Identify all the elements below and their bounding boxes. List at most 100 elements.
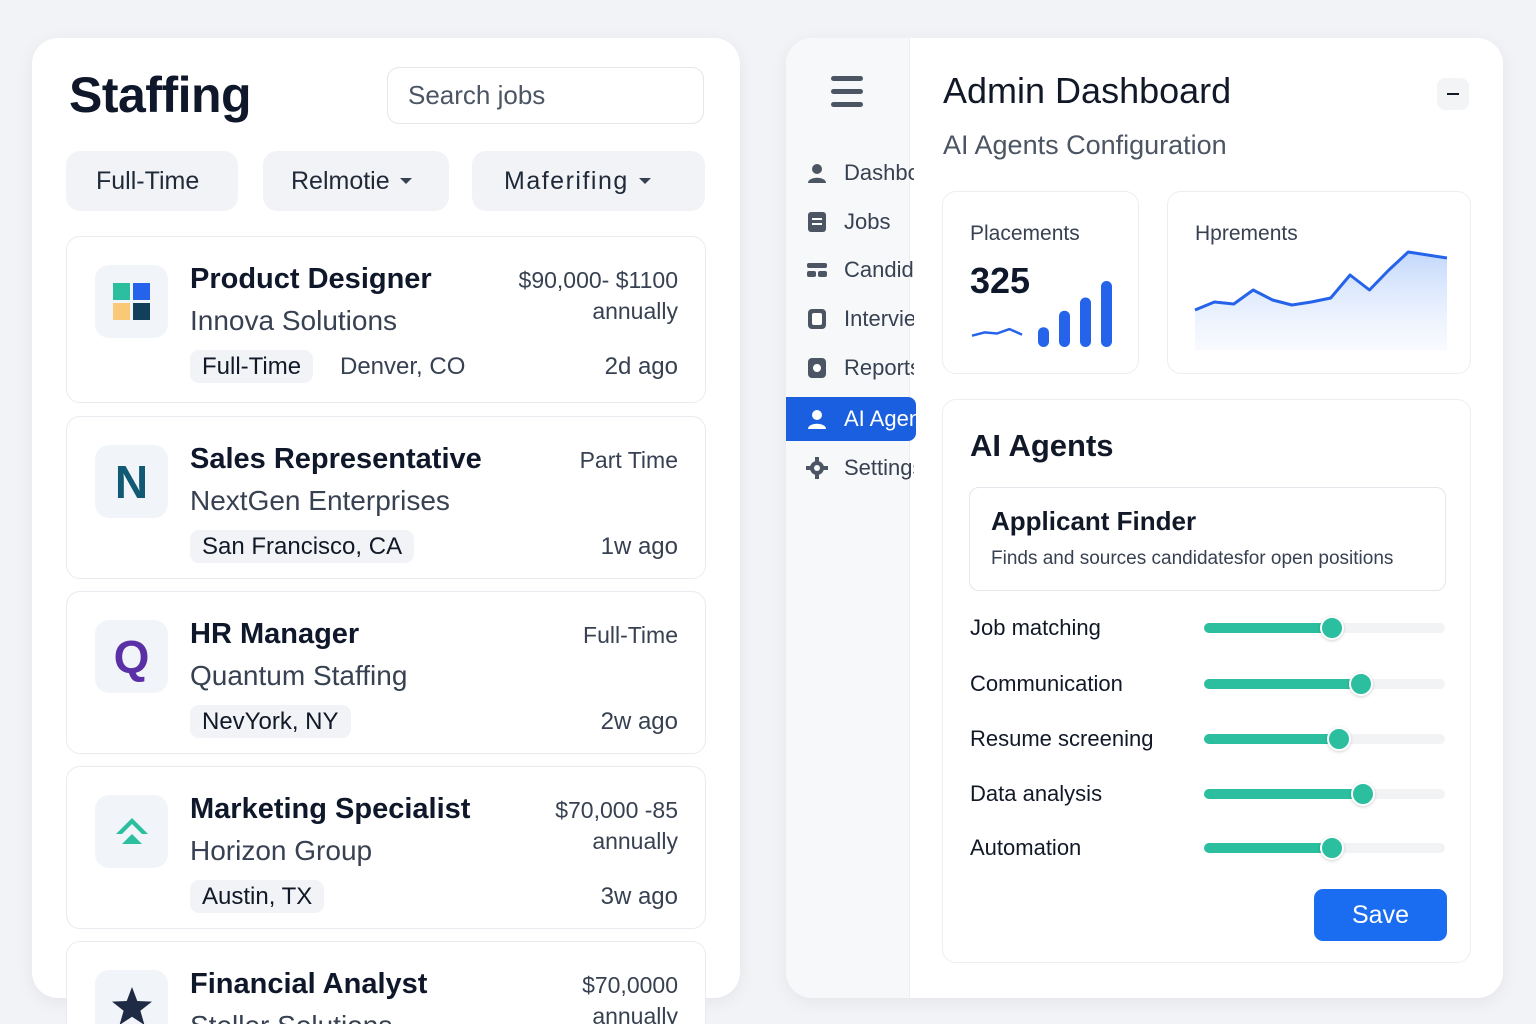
trend-area-chart <box>1194 250 1448 350</box>
company-name: Horizon Group <box>190 835 373 866</box>
company-logo <box>95 970 168 1024</box>
job-type: Part Time <box>580 445 678 476</box>
job-card[interactable]: Marketing Specialist Horizon Group $70,0… <box>66 766 706 929</box>
job-location: Austin, TX <box>190 880 325 913</box>
sidebar-item-ai-agents[interactable]: AI Agents <box>786 397 916 441</box>
caret-down-icon <box>399 178 412 184</box>
job-listing-panel: Staffing Full-Time Relmotie Maferifing P… <box>32 38 740 1024</box>
slider-thumb[interactable] <box>1319 836 1344 860</box>
slider-fill <box>1204 789 1364 799</box>
dashboard-main: Admin Dashboard AI Agents Configuration … <box>910 38 1503 998</box>
page-subtitle: AI Agents Configuration <box>943 130 1227 160</box>
user-icon <box>806 408 828 430</box>
company-name: Steller Solutions <box>190 1010 392 1024</box>
job-location: Denver, CO <box>340 353 466 380</box>
trend-line <box>1194 250 1448 312</box>
job-card[interactable]: Product Designer Innova Solutions $90,00… <box>66 236 706 403</box>
search-input[interactable] <box>387 67 704 124</box>
slider-track[interactable] <box>1204 672 1445 696</box>
slider-track[interactable] <box>1204 782 1445 806</box>
slider-row: Communication <box>970 669 1450 699</box>
star-logo-icon <box>111 986 152 1024</box>
sidebar-item-label: Candidates <box>844 257 914 282</box>
placements-mini-chart <box>971 281 1112 347</box>
slider-row: Resume screening <box>970 724 1450 754</box>
salary-period: annually <box>592 828 678 854</box>
job-card[interactable]: N Sales Representative NextGen Enterpris… <box>66 416 706 579</box>
stat-value: 325 <box>970 260 1031 301</box>
sidebar-item-reports[interactable]: Reports <box>786 348 914 388</box>
company-name: NextGen Enterprises <box>190 485 450 516</box>
job-title: Sales Representative <box>190 443 482 475</box>
slider-row: Data analysis <box>970 779 1450 809</box>
sidebar-item-label: Dashboard <box>844 160 914 185</box>
salary: $70,000 -85 annually <box>555 795 678 857</box>
slider-track[interactable] <box>1204 616 1445 640</box>
slider-thumb[interactable] <box>1326 727 1351 751</box>
salary-period: annually <box>592 298 678 324</box>
trend-card: Hprements <box>1167 191 1471 374</box>
slider-label: Communication <box>970 671 1123 696</box>
minus-icon <box>1447 93 1459 95</box>
save-button[interactable]: Save <box>1314 889 1447 941</box>
chevron-up-logo-icon <box>115 817 148 844</box>
sidebar-item-label: Settings <box>844 455 914 480</box>
slider-label: Data analysis <box>970 781 1103 806</box>
menu-icon[interactable] <box>831 76 863 110</box>
salary-range: $90,000- $1100 <box>518 267 678 293</box>
filter-marketing-dropdown[interactable]: Maferifing <box>472 151 705 211</box>
slider-row: Job matching <box>970 613 1450 643</box>
job-title: Product Designer <box>190 263 432 295</box>
slider-thumb[interactable] <box>1319 616 1344 640</box>
filter-full-time[interactable]: Full-Time <box>66 151 238 211</box>
salary-range: $70,0000 <box>582 972 678 998</box>
job-type-label: Part Time <box>579 447 678 473</box>
ai-agents-card: AI Agents Applicant Finder Finds and sou… <box>942 399 1471 963</box>
filter-remote-dropdown[interactable]: Relmotie <box>263 151 449 211</box>
salary: $90,000- $1100 annually <box>519 265 678 327</box>
sidebar-item-candidates[interactable]: Candidates <box>786 250 914 290</box>
slider-track[interactable] <box>1204 727 1445 751</box>
slider-thumb[interactable] <box>1348 672 1373 696</box>
slider-fill <box>1204 679 1361 689</box>
trend-line <box>971 327 1023 337</box>
filter-label: Full-Time <box>96 166 200 195</box>
stat-label: Placements <box>970 222 1080 245</box>
posted-time: 1w ago <box>600 533 678 560</box>
salary-range: $70,000 -85 <box>555 797 678 823</box>
calendar-icon <box>806 308 828 330</box>
sidebar-item-label: Reports <box>844 355 914 380</box>
job-card[interactable]: Q HR Manager Quantum Staffing Full-Time … <box>66 591 706 754</box>
sidebar-item-dashboard[interactable]: Dashboard <box>786 153 914 193</box>
slider-label: Automation <box>970 835 1082 860</box>
chart-bar <box>1101 281 1112 347</box>
sidebar-item-jobs[interactable]: Jobs <box>786 202 914 242</box>
letter-q-logo-icon: Q <box>113 630 150 683</box>
job-location: NevYork, NY <box>190 705 351 738</box>
agent-item[interactable]: Applicant Finder Finds and sources candi… <box>969 487 1446 591</box>
company-name: Innova Solutions <box>190 305 398 336</box>
job-type: Full-Time <box>583 620 678 651</box>
company-logo <box>95 265 168 338</box>
slider-track[interactable] <box>1204 836 1445 860</box>
company-logo: Q <box>95 620 168 693</box>
job-title: Marketing Specialist <box>190 793 471 825</box>
sidebar-item-interviews[interactable]: Interviews <box>786 299 914 339</box>
slider-fill <box>1204 843 1332 853</box>
chart-bar <box>1080 297 1091 347</box>
posted-time: 3w ago <box>600 883 678 910</box>
page-title: Admin Dashboard <box>943 70 1232 111</box>
minimize-button[interactable] <box>1437 78 1469 110</box>
placements-card: Placements 325 <box>942 191 1139 374</box>
company-name: Quantum Staffing <box>190 660 408 691</box>
slider-thumb[interactable] <box>1351 782 1376 806</box>
agent-name: Applicant Finder <box>991 506 1197 536</box>
slider-label: Resume screening <box>970 726 1154 751</box>
job-card[interactable]: Financial Analyst Steller Solutions $70,… <box>66 941 706 1024</box>
salary-period: annually <box>592 1003 678 1024</box>
salary: $70,0000 annually <box>582 970 678 1024</box>
sidebar-item-settings[interactable]: Settings <box>786 448 914 488</box>
job-title: Financial Analyst <box>190 968 428 1000</box>
slider-label: Job matching <box>970 615 1101 640</box>
report-icon <box>806 357 828 379</box>
